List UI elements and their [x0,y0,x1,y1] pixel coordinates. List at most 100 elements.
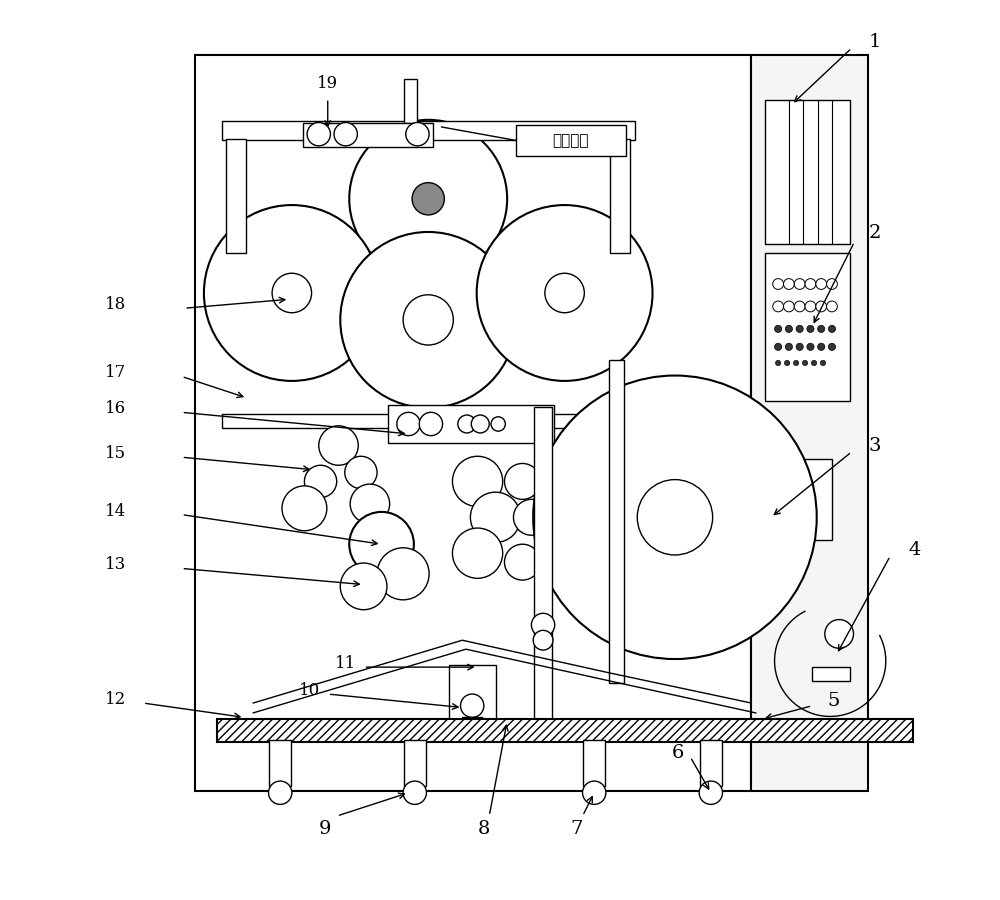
Bar [765,253,850,400]
Circle shape [403,295,453,345]
Bar [449,665,496,721]
Bar [404,740,426,787]
Circle shape [818,343,825,350]
Bar [226,139,246,253]
Circle shape [827,279,837,290]
Circle shape [349,120,507,278]
Circle shape [816,279,827,290]
Text: 11: 11 [335,655,356,672]
Circle shape [794,302,805,311]
Circle shape [345,456,377,489]
Circle shape [403,781,426,805]
Circle shape [796,343,803,350]
Circle shape [827,302,837,311]
Bar [583,740,605,787]
Text: 18: 18 [105,296,127,313]
Bar [462,717,482,726]
Text: 3: 3 [869,436,881,454]
Circle shape [452,456,503,507]
Circle shape [785,343,792,350]
Bar [765,100,850,244]
Circle shape [784,360,790,365]
Text: 1: 1 [869,32,881,50]
Circle shape [272,274,312,312]
Bar [303,122,433,147]
Circle shape [811,360,817,365]
Text: 2: 2 [869,224,881,242]
Circle shape [807,325,814,332]
Text: 4: 4 [908,542,921,560]
Bar [700,740,722,787]
Bar [609,360,624,683]
Bar [765,459,832,540]
Circle shape [419,412,443,436]
Text: 7: 7 [570,820,582,838]
Circle shape [452,528,503,579]
Circle shape [461,694,484,717]
Circle shape [531,613,555,636]
Circle shape [319,426,358,465]
Bar [534,407,552,721]
Bar [751,55,868,791]
Circle shape [533,630,553,650]
Circle shape [349,512,414,577]
Circle shape [773,279,784,290]
Circle shape [340,232,516,408]
Circle shape [784,279,794,290]
Circle shape [458,415,476,433]
Circle shape [637,480,713,555]
Circle shape [775,325,782,332]
Circle shape [794,279,805,290]
Bar [404,79,417,122]
Text: 16: 16 [105,400,127,418]
Circle shape [533,375,817,659]
Circle shape [820,360,826,365]
Circle shape [784,302,794,311]
Text: 17: 17 [105,364,127,382]
Circle shape [269,781,292,805]
Circle shape [825,619,854,648]
Text: 15: 15 [105,446,127,462]
Circle shape [773,302,784,311]
Circle shape [805,302,816,311]
Circle shape [304,465,337,498]
Circle shape [350,484,390,524]
Text: 边料废膜: 边料废膜 [553,133,589,148]
Bar [195,55,751,791]
Text: 13: 13 [105,556,127,573]
Bar [610,139,630,253]
Circle shape [204,205,380,381]
Bar [812,667,850,681]
Text: 6: 6 [671,744,684,762]
Circle shape [334,122,357,146]
Circle shape [406,122,429,146]
Circle shape [397,412,420,436]
Bar [222,414,635,427]
Bar [222,121,635,140]
Circle shape [785,325,792,332]
Circle shape [775,343,782,350]
Text: 10: 10 [299,682,320,699]
Bar [388,405,554,443]
Text: 5: 5 [828,692,840,710]
Circle shape [828,343,836,350]
Circle shape [504,464,540,500]
Text: 19: 19 [317,76,338,93]
Circle shape [828,325,836,332]
Circle shape [796,325,803,332]
Circle shape [504,544,540,580]
Bar [516,125,626,156]
Circle shape [307,122,330,146]
Circle shape [513,500,549,536]
Circle shape [471,415,489,433]
Circle shape [816,302,827,311]
Circle shape [412,183,444,215]
Circle shape [583,781,606,805]
Circle shape [775,360,781,365]
Circle shape [807,343,814,350]
Bar [217,719,913,742]
Circle shape [802,360,808,365]
Circle shape [491,417,505,431]
Bar [269,740,291,787]
Circle shape [793,360,799,365]
